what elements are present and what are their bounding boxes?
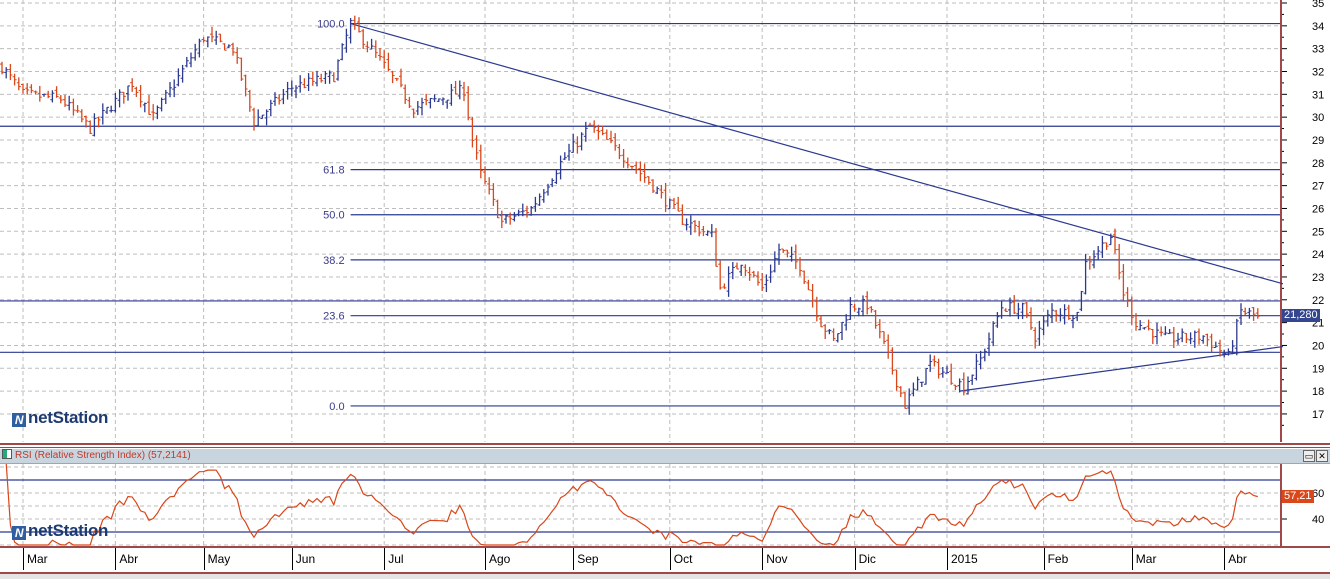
y-tick-label: 31: [1312, 89, 1324, 101]
bottom-toolbar[interactable]: [0, 574, 1330, 579]
month-label-text: Oct: [673, 552, 693, 566]
month-label: Oct: [669, 548, 693, 570]
fibonacci-level-label: 50.0: [323, 210, 344, 222]
y-tick-label: 23: [1312, 272, 1324, 284]
month-label: 2015: [947, 548, 978, 570]
rsi-value-label: 57,21: [1282, 490, 1314, 503]
y-tick-label: 29: [1312, 135, 1324, 147]
panel-divider-bottom: [0, 546, 1330, 548]
month-label: Nov: [762, 548, 788, 570]
rsi-y-tick-label: 40: [1312, 514, 1324, 526]
month-label: Feb: [1043, 548, 1069, 570]
y-tick-label: 17: [1312, 409, 1324, 421]
fibonacci-level-label: 38.2: [323, 255, 344, 267]
y-tick-label: 27: [1312, 181, 1324, 193]
indicator-icon: [2, 449, 12, 459]
y-tick-label: 30: [1312, 112, 1324, 124]
y-tick-label: 34: [1312, 21, 1324, 33]
y-tick-label: 24: [1312, 249, 1324, 261]
month-label: Mar: [23, 548, 48, 570]
price-chart[interactable]: 1718192021222324252627282930313233343510…: [0, 0, 1330, 442]
trendline: [350, 22, 1284, 285]
month-label: Ago: [485, 548, 510, 570]
month-label: Abr: [115, 548, 138, 570]
month-label-text: Mar: [1135, 552, 1157, 566]
month-label: Jun: [291, 548, 316, 570]
month-label-text: Abr: [119, 552, 139, 566]
fibonacci-level-label: 23.6: [323, 311, 344, 323]
close-panel-button[interactable]: ✕: [1316, 450, 1328, 462]
price-chart-panel[interactable]: 17 18 19 20 21 22 23 24 25 26 27 28 29 30 31 32 33 34 35 10…: [0, 0, 1330, 442]
month-label: May: [203, 548, 231, 570]
month-label-text: Jun: [295, 552, 316, 566]
y-tick-label: 20: [1312, 340, 1324, 352]
y-tick-label: 26: [1312, 203, 1324, 215]
month-label-text: May: [207, 552, 231, 566]
y-tick-label: 32: [1312, 66, 1324, 78]
month-label: Abr: [1224, 548, 1247, 570]
y-tick-label: 33: [1312, 44, 1324, 56]
month-label: Jul: [384, 548, 404, 570]
current-price-label: 21,280: [1282, 309, 1320, 322]
month-label-text: Mar: [27, 552, 48, 566]
month-label: Sep: [573, 548, 599, 570]
month-label-text: Dic: [858, 552, 876, 566]
month-label-text: Feb: [1047, 552, 1069, 566]
rsi-title: RSI (Relative Strength Index) (57,2141): [15, 450, 191, 461]
panel-divider[interactable]: [0, 443, 1330, 445]
y-tick-label: 19: [1312, 363, 1324, 375]
month-label: Mar: [1131, 548, 1157, 570]
rsi-panel-header: RSI (Relative Strength Index) (57,2141) …: [0, 449, 1330, 464]
axis-divider: [0, 572, 1330, 574]
y-tick-label: 18: [1312, 386, 1324, 398]
rsi-line: [5, 463, 1258, 546]
month-label-text: Nov: [766, 552, 788, 566]
month-label-text: Sep: [577, 552, 599, 566]
y-tick-label: 25: [1312, 226, 1324, 238]
month-label-text: 2015: [951, 552, 978, 566]
month-label-text: Abr: [1228, 552, 1247, 566]
rsi-chart[interactable]: 40 60: [0, 463, 1330, 546]
fibonacci-level-label: 0.0: [329, 401, 344, 413]
month-label-text: Jul: [388, 552, 404, 566]
rsi-y-tick-label: 60: [1312, 488, 1324, 500]
month-label: Dic: [854, 548, 876, 570]
time-axis: Mar Abr May Jun Jul Ago Sep Oct Nov Dic 2015 Feb Mar…: [0, 548, 1280, 572]
y-tick-label: 22: [1312, 295, 1324, 307]
y-tick-label: 35: [1312, 0, 1324, 10]
y-tick-label: 28: [1312, 158, 1324, 170]
trendline: [959, 345, 1284, 392]
restore-panel-button[interactable]: ▭: [1303, 450, 1315, 462]
fibonacci-level-label: 61.8: [323, 165, 344, 177]
fibonacci-level-label: 100.0: [317, 19, 345, 31]
month-label-text: Ago: [489, 552, 511, 566]
panel-divider-inner: [0, 447, 1330, 448]
